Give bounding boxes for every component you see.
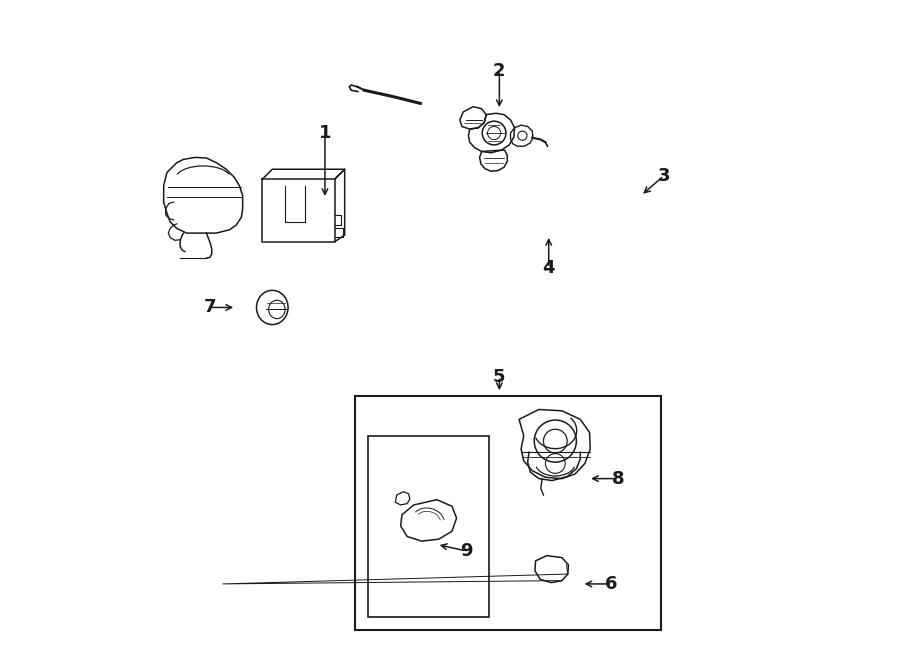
- Text: 9: 9: [460, 542, 473, 560]
- Bar: [355, 397, 661, 630]
- Text: 3: 3: [658, 167, 670, 185]
- Text: 8: 8: [611, 469, 625, 488]
- Text: 7: 7: [203, 299, 216, 317]
- Text: 5: 5: [493, 368, 506, 385]
- Bar: [368, 436, 490, 617]
- Text: 6: 6: [605, 575, 617, 593]
- Text: 1: 1: [319, 124, 331, 142]
- Text: 4: 4: [543, 259, 555, 277]
- Text: 2: 2: [493, 61, 506, 79]
